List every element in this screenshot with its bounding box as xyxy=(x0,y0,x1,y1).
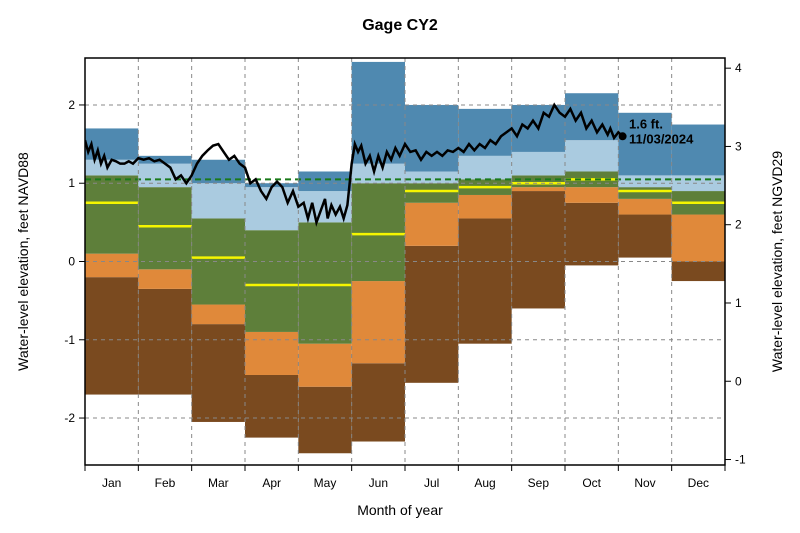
light_blue-band xyxy=(565,140,618,171)
brown-band xyxy=(245,375,298,438)
orange-band xyxy=(352,281,405,363)
ytick-left: 1 xyxy=(68,176,75,190)
dark_blue-band xyxy=(298,171,351,191)
xtick-label: Dec xyxy=(688,476,709,490)
orange-band xyxy=(298,344,351,387)
light_blue-band xyxy=(618,175,671,187)
light_blue-band xyxy=(405,171,458,183)
xtick-label: Mar xyxy=(208,476,229,490)
green-band xyxy=(245,230,298,332)
ytick-right: -1 xyxy=(735,453,746,467)
green-band xyxy=(512,175,565,187)
green-band xyxy=(298,222,351,343)
light_blue-band xyxy=(192,183,245,218)
brown-band xyxy=(138,289,191,395)
orange-band xyxy=(458,195,511,218)
orange-band xyxy=(85,254,138,277)
orange-band xyxy=(565,187,618,203)
xtick-label: Aug xyxy=(474,476,495,490)
y-axis-label-right: Water-level elevation, feet NGVD29 xyxy=(769,151,785,372)
xtick-label: Jul xyxy=(424,476,439,490)
ytick-left: -1 xyxy=(64,333,75,347)
green-band xyxy=(85,175,138,253)
light_blue-band xyxy=(458,156,511,179)
dark_blue-band xyxy=(405,105,458,172)
orange-band xyxy=(512,187,565,191)
light_blue-band xyxy=(512,152,565,175)
brown-band xyxy=(85,277,138,394)
annotation-text: 1.6 ft. xyxy=(629,116,663,131)
xtick-label: May xyxy=(314,476,337,490)
ytick-right: 3 xyxy=(735,139,742,153)
xtick-label: Feb xyxy=(155,476,176,490)
green-band xyxy=(352,183,405,281)
annotation-text: 11/03/2024 xyxy=(629,131,694,146)
brown-band xyxy=(565,203,618,266)
brown-band xyxy=(192,324,245,422)
orange-band xyxy=(672,215,725,262)
xtick-label: Oct xyxy=(582,476,601,490)
orange-band xyxy=(405,203,458,246)
ytick-right: 4 xyxy=(735,61,742,75)
xtick-label: Sep xyxy=(528,476,550,490)
x-axis-label: Month of year xyxy=(357,502,443,518)
orange-band xyxy=(245,332,298,375)
y-axis-label-left: Water-level elevation, feet NAVD88 xyxy=(15,152,31,371)
ytick-left: 2 xyxy=(68,98,75,112)
brown-band xyxy=(405,246,458,383)
hydrology-chart: 1.6 ft.11/03/2024 -2 -1 0 1 2 -1 0 1 2 3 4 Jan Feb Mar… xyxy=(0,0,800,533)
light_blue-band xyxy=(245,187,298,230)
brown-band xyxy=(512,191,565,308)
brown-band xyxy=(352,363,405,441)
brown-band xyxy=(672,262,725,282)
ytick-right: 1 xyxy=(735,296,742,310)
orange-band xyxy=(138,269,191,289)
xtick-label: Nov xyxy=(634,476,655,490)
xtick-label: Jan xyxy=(102,476,121,490)
orange-band xyxy=(618,199,671,215)
green-band xyxy=(405,183,458,203)
green-band xyxy=(138,187,191,269)
green-band xyxy=(618,187,671,199)
brown-band xyxy=(618,215,671,258)
xtick-label: Jun xyxy=(369,476,388,490)
ytick-left: 0 xyxy=(68,255,75,269)
chart-container: 1.6 ft.11/03/2024 -2 -1 0 1 2 -1 0 1 2 3 4 Jan Feb Mar… xyxy=(0,0,800,533)
brown-band xyxy=(298,387,351,454)
ytick-right: 0 xyxy=(735,374,742,388)
ytick-left: -2 xyxy=(64,411,75,425)
brown-band xyxy=(458,218,511,343)
orange-band xyxy=(192,305,245,325)
chart-title: Gage CY2 xyxy=(362,17,438,34)
current-point xyxy=(619,132,627,140)
ytick-right: 2 xyxy=(735,218,742,232)
xtick-label: Apr xyxy=(262,476,281,490)
